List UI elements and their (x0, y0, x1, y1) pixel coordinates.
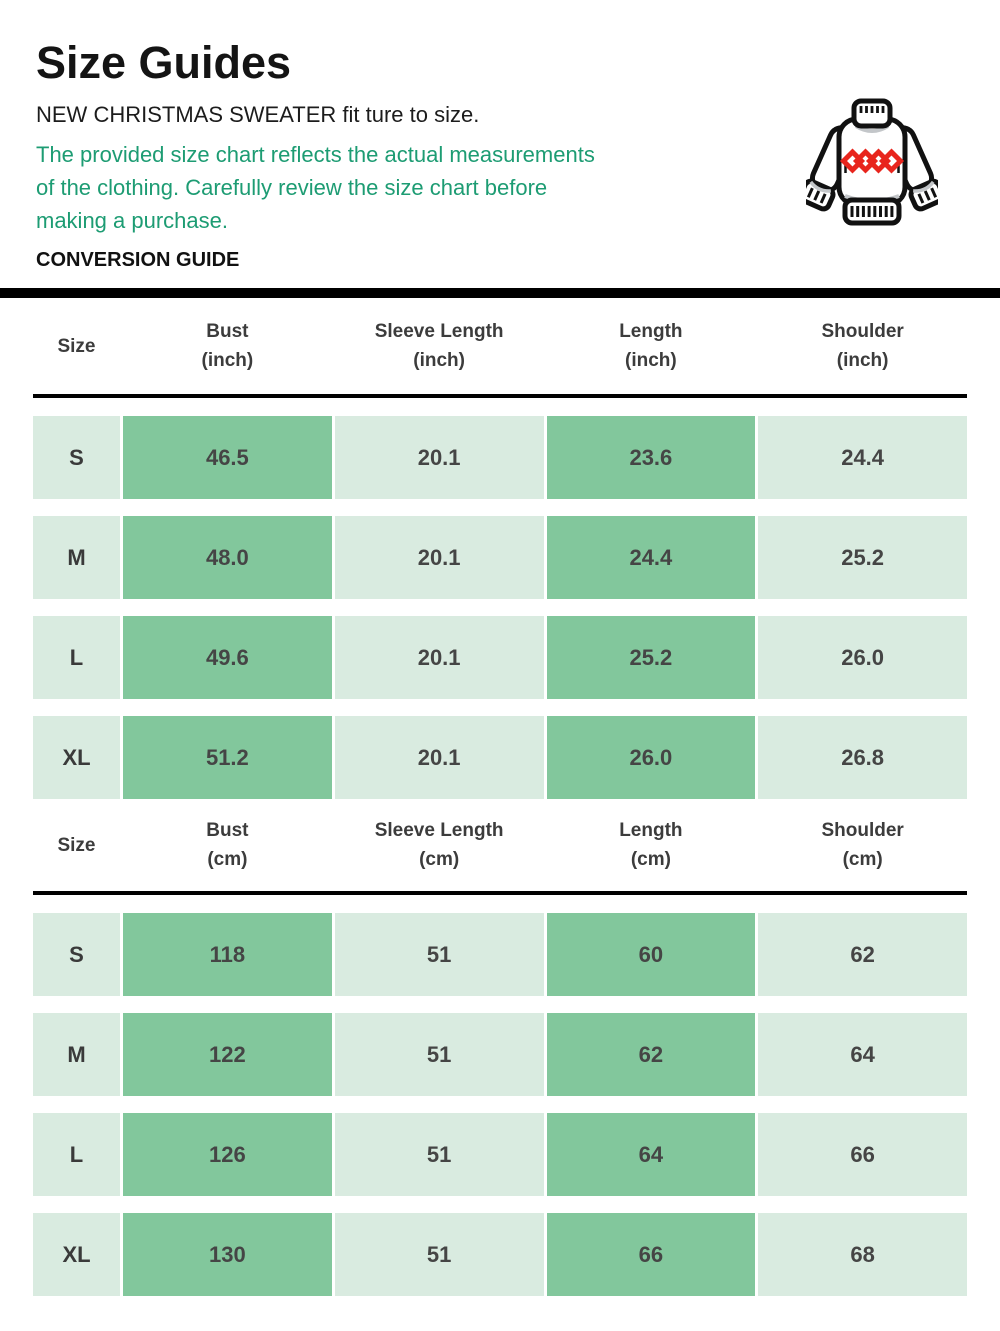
value-cell: 26.0 (758, 616, 967, 699)
value-cell: 64 (546, 1113, 756, 1196)
column-unit: (cm) (842, 849, 883, 870)
column-unit: (cm) (419, 849, 460, 870)
size-cell: S (33, 416, 120, 499)
column-header-length: Length (inch) (547, 317, 756, 375)
value-cell: 49.6 (123, 616, 332, 699)
value-cell: 24.4 (546, 516, 756, 599)
column-unit: (inch) (625, 350, 677, 371)
value-cell: 20.1 (334, 716, 544, 799)
column-label: Bust (206, 820, 249, 841)
size-chart-description: The provided size chart reflects the act… (36, 138, 964, 237)
column-header-sleeve-length: Sleeve Length (cm) (335, 816, 544, 874)
description-line: making a purchase. (36, 208, 228, 233)
column-label: Size (57, 335, 96, 357)
value-cell: 66 (758, 1113, 967, 1196)
table-body: S 46.5 20.1 23.6 24.4 M 48.0 20.1 24.4 2… (33, 398, 967, 799)
size-table-inch: Size Bust (inch) Sleeve Length (inch) Le… (33, 298, 967, 799)
christmas-sweater-icon (798, 97, 946, 235)
value-cell: 20.1 (334, 416, 544, 499)
size-cell: S (33, 913, 120, 996)
table-header-row: Size Bust (inch) Sleeve Length (inch) Le… (33, 298, 967, 398)
column-label: Shoulder (821, 321, 904, 342)
column-header-sleeve-length: Sleeve Length (inch) (335, 317, 544, 375)
column-label: Sleeve Length (374, 321, 504, 342)
size-cell: XL (33, 1213, 120, 1296)
table-row: XL 130 51 66 68 (33, 1213, 967, 1296)
table-row: S 118 51 60 62 (33, 913, 967, 996)
value-cell: 62 (758, 913, 967, 996)
value-cell: 68 (758, 1213, 967, 1296)
product-fit-note: NEW CHRISTMAS SWEATER fit ture to size. (36, 102, 480, 127)
table-row: M 122 51 62 64 (33, 1013, 967, 1096)
value-cell: 25.2 (758, 516, 967, 599)
column-label: Sleeve Length (374, 820, 504, 841)
size-cell: XL (33, 716, 120, 799)
value-cell: 24.4 (758, 416, 967, 499)
column-unit: (inch) (413, 350, 465, 371)
column-label: Length (619, 820, 683, 841)
column-label: Bust (206, 321, 249, 342)
value-cell: 126 (123, 1113, 332, 1196)
table-row: L 126 51 64 66 (33, 1113, 967, 1196)
column-header-length: Length (cm) (547, 816, 756, 874)
table-row: L 49.6 20.1 25.2 26.0 (33, 616, 967, 699)
table-body: S 118 51 60 62 M 122 51 62 64 L 126 51 6… (33, 895, 967, 1296)
column-header-shoulder: Shoulder (inch) (758, 317, 967, 375)
table-header-row: Size Bust (cm) Sleeve Length (cm) Length… (33, 799, 967, 895)
size-cell: M (33, 516, 120, 599)
column-header-bust: Bust (cm) (123, 816, 332, 874)
value-cell: 122 (123, 1013, 332, 1096)
page-header: Size Guides NEW CHRISTMAS SWEATER fit tu… (0, 0, 1000, 273)
column-header-size: Size (33, 332, 120, 361)
value-cell: 60 (546, 913, 756, 996)
column-unit: (cm) (630, 849, 671, 870)
value-cell: 118 (123, 913, 332, 996)
column-header-shoulder: Shoulder (cm) (758, 816, 967, 874)
column-unit: (inch) (201, 350, 254, 371)
column-header-bust: Bust (inch) (123, 317, 332, 375)
section-divider (0, 288, 1000, 298)
description-line: of the clothing. Carefully review the si… (36, 175, 548, 200)
value-cell: 51 (334, 1213, 544, 1296)
column-label: Length (619, 321, 683, 342)
value-cell: 48.0 (123, 516, 332, 599)
value-cell: 51.2 (123, 716, 332, 799)
value-cell: 25.2 (546, 616, 756, 699)
value-cell: 26.0 (546, 716, 756, 799)
value-cell: 26.8 (758, 716, 967, 799)
value-cell: 46.5 (123, 416, 332, 499)
column-unit: (inch) (836, 350, 889, 371)
table-row: M 48.0 20.1 24.4 25.2 (33, 516, 967, 599)
size-cell: L (33, 616, 120, 699)
value-cell: 20.1 (334, 616, 544, 699)
size-cell: M (33, 1013, 120, 1096)
value-cell: 51 (334, 1113, 544, 1196)
value-cell: 66 (546, 1213, 756, 1296)
column-label: Size (57, 834, 96, 856)
table-row: XL 51.2 20.1 26.0 26.8 (33, 716, 967, 799)
column-label: Shoulder (821, 820, 904, 841)
conversion-guide-label: CONVERSION GUIDE (36, 249, 240, 271)
value-cell: 51 (334, 913, 544, 996)
value-cell: 23.6 (546, 416, 756, 499)
description-line: The provided size chart reflects the act… (36, 142, 595, 167)
size-table-cm: Size Bust (cm) Sleeve Length (cm) Length… (33, 799, 967, 1296)
value-cell: 130 (123, 1213, 332, 1296)
size-cell: L (33, 1113, 120, 1196)
value-cell: 20.1 (334, 516, 544, 599)
column-header-size: Size (33, 831, 120, 860)
value-cell: 64 (758, 1013, 967, 1096)
value-cell: 62 (546, 1013, 756, 1096)
value-cell: 51 (334, 1013, 544, 1096)
column-unit: (cm) (207, 849, 248, 870)
page-title: Size Guides (36, 37, 292, 88)
table-row: S 46.5 20.1 23.6 24.4 (33, 416, 967, 499)
